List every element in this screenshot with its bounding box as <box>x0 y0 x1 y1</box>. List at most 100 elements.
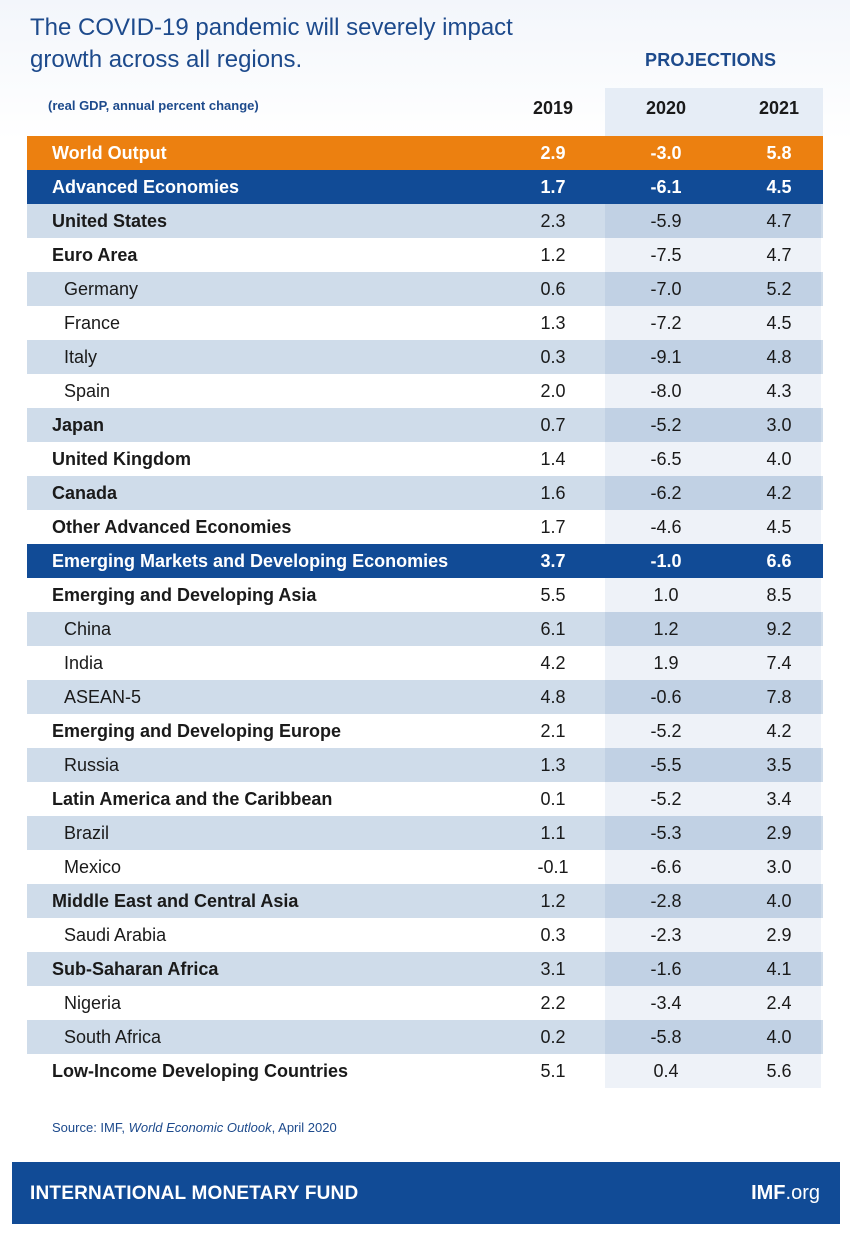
value-cell-2021: 4.7 <box>766 244 792 265</box>
row-label: Other Advanced Economies <box>52 516 292 537</box>
value-cell-2019: 1.2 <box>540 890 566 911</box>
row-label: Emerging and Developing Asia <box>52 584 317 605</box>
value-cell-2021: 4.0 <box>766 890 792 911</box>
value-cell-2019: 0.3 <box>540 924 566 945</box>
projection-shade <box>605 238 821 272</box>
value-cell-2020: -6.1 <box>650 176 682 197</box>
projection-shade <box>605 510 821 544</box>
projection-shade <box>605 578 821 612</box>
projection-shade <box>605 816 821 850</box>
value-cell-2019: 3.7 <box>540 550 566 571</box>
value-cell-2021: 2.4 <box>766 992 792 1013</box>
value-cell-2020: -9.1 <box>650 346 682 367</box>
projection-shade <box>605 612 821 646</box>
row-label: Germany <box>64 278 139 299</box>
table-row: Spain 2.0 -8.0 4.3 <box>27 374 823 408</box>
projection-shade <box>605 408 821 442</box>
row-label: Latin America and the Caribbean <box>52 788 333 809</box>
table-row: Emerging and Developing Europe 2.1 -5.2 4.2 <box>27 714 823 748</box>
source-publication: World Economic Outlook <box>128 1120 272 1135</box>
value-cell-2021: 8.5 <box>766 584 792 605</box>
projection-shade <box>605 850 821 884</box>
value-cell-2019: 1.1 <box>540 822 566 843</box>
source-suffix: , April 2020 <box>271 1120 337 1135</box>
column-header-2020: 2020 <box>645 98 687 118</box>
value-cell-2019: -0.1 <box>537 856 569 877</box>
table-row: Brazil 1.1 -5.3 2.9 <box>27 816 823 850</box>
value-cell-2021: 3.5 <box>766 754 792 775</box>
value-cell-2019: 1.6 <box>540 482 566 503</box>
value-cell-2019: 5.1 <box>540 1060 566 1081</box>
value-cell-2020: -7.2 <box>650 312 682 333</box>
unit-note: (real GDP, annual percent change) <box>48 98 259 113</box>
row-label: Middle East and Central Asia <box>52 890 299 911</box>
value-cell-2021: 4.2 <box>766 720 792 741</box>
row-label: Italy <box>64 346 98 367</box>
value-cell-2019: 2.3 <box>540 210 566 231</box>
row-label: Saudi Arabia <box>64 924 167 945</box>
value-cell-2021: 9.2 <box>766 618 792 639</box>
value-cell-2021: 7.8 <box>766 686 792 707</box>
source-prefix: Source: IMF, <box>52 1120 129 1135</box>
value-cell-2019: 0.2 <box>540 1026 566 1047</box>
table-row: Euro Area 1.2 -7.5 4.7 <box>27 238 823 272</box>
value-cell-2021: 3.0 <box>766 856 792 877</box>
table-row: Germany 0.6 -7.0 5.2 <box>27 272 823 306</box>
projection-shade <box>605 952 821 986</box>
value-cell-2020: -0.6 <box>650 686 682 707</box>
table-row: World Output 2.9 -3.0 5.8 <box>27 136 823 170</box>
row-label: Japan <box>52 414 105 435</box>
table-row: Russia 1.3 -5.5 3.5 <box>27 748 823 782</box>
value-cell-2019: 1.4 <box>540 448 566 469</box>
value-cell-2019: 4.8 <box>540 686 566 707</box>
value-cell-2021: 4.0 <box>766 448 792 469</box>
value-cell-2021: 4.7 <box>766 210 792 231</box>
row-label: Sub-Saharan Africa <box>52 958 219 979</box>
value-cell-2019: 0.6 <box>540 278 566 299</box>
projection-shade <box>605 646 821 680</box>
projection-shade <box>605 748 821 782</box>
value-cell-2019: 0.1 <box>540 788 566 809</box>
gdp-table: World Output 2.9 -3.0 5.8 Advanced Economies… <box>27 136 823 1088</box>
row-label: Brazil <box>64 822 110 843</box>
value-cell-2020: -5.2 <box>650 788 682 809</box>
table-row: Italy 0.3 -9.1 4.8 <box>27 340 823 374</box>
table-row: Latin America and the Caribbean 0.1 -5.2 3.… <box>27 782 823 816</box>
projection-shade <box>605 204 821 238</box>
row-label: South Africa <box>64 1026 162 1047</box>
projection-shade <box>605 476 821 510</box>
table-row: Japan 0.7 -5.2 3.0 <box>27 408 823 442</box>
value-cell-2020: -6.2 <box>650 482 682 503</box>
value-cell-2019: 1.7 <box>540 176 566 197</box>
projection-shade <box>605 272 821 306</box>
row-label: Euro Area <box>52 244 138 265</box>
value-cell-2020: -1.0 <box>650 550 682 571</box>
row-label: Spain <box>64 380 111 401</box>
projection-shade <box>605 340 821 374</box>
value-cell-2020: -5.2 <box>650 720 682 741</box>
value-cell-2020: -5.5 <box>650 754 682 775</box>
row-label: China <box>64 618 112 639</box>
value-cell-2021: 4.2 <box>766 482 792 503</box>
value-cell-2021: 4.3 <box>766 380 792 401</box>
table-row: Middle East and Central Asia 1.2 -2.8 4.0 <box>27 884 823 918</box>
value-cell-2021: 5.6 <box>766 1060 792 1081</box>
value-cell-2021: 4.1 <box>766 958 792 979</box>
value-cell-2020: -2.3 <box>650 924 682 945</box>
value-cell-2020: -2.8 <box>650 890 682 911</box>
table-row: India 4.2 1.9 7.4 <box>27 646 823 680</box>
value-cell-2019: 1.2 <box>540 244 566 265</box>
table-row: ASEAN-5 4.8 -0.6 7.8 <box>27 680 823 714</box>
value-cell-2019: 2.2 <box>540 992 566 1013</box>
column-header-2021: 2021 <box>758 98 800 118</box>
source-note: Source: IMF, World Economic Outlook, Apr… <box>52 1120 337 1135</box>
row-label: Emerging Markets and Developing Economie… <box>52 550 449 571</box>
table-row: France 1.3 -7.2 4.5 <box>27 306 823 340</box>
column-header-2019: 2019 <box>532 98 574 118</box>
row-label: France <box>64 312 121 333</box>
row-label: United Kingdom <box>52 448 191 469</box>
projection-shade <box>605 884 821 918</box>
footer-site-link[interactable]: IMF.org <box>751 1182 820 1205</box>
table-row: Advanced Economies 1.7 -6.1 4.5 <box>27 170 823 204</box>
